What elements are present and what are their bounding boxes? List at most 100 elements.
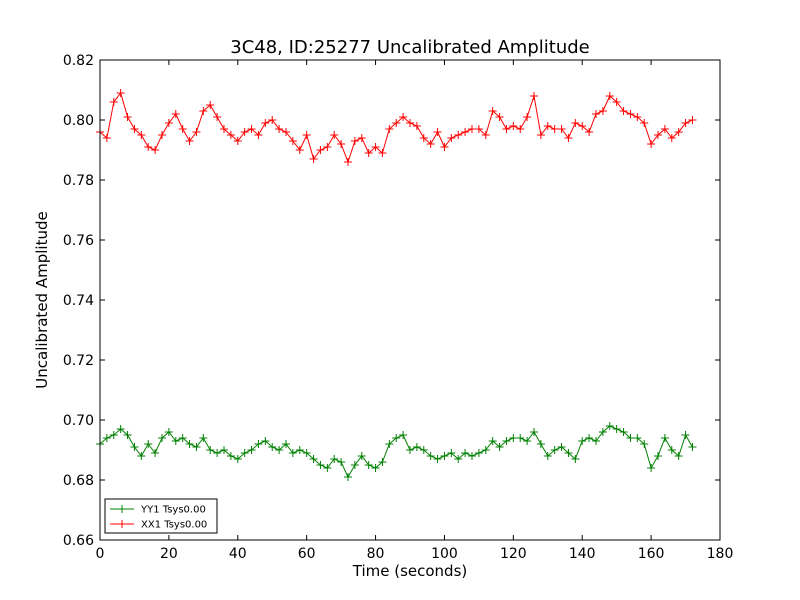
x-tick-label: 0	[96, 546, 105, 562]
data-point-xx1	[213, 113, 222, 121]
data-point-yy1	[130, 443, 139, 451]
data-point-yy1	[543, 452, 552, 460]
data-point-yy1	[261, 437, 270, 445]
y-tick-label: 0.80	[63, 113, 94, 129]
y-tick-label: 0.66	[63, 533, 94, 549]
data-point-yy1	[123, 431, 132, 439]
data-point-xx1	[633, 113, 642, 121]
data-point-yy1	[151, 449, 160, 457]
data-point-yy1	[185, 440, 194, 448]
data-point-yy1	[598, 428, 607, 436]
data-point-xx1	[461, 128, 470, 136]
data-point-xx1	[102, 134, 111, 142]
data-point-xx1	[206, 101, 215, 109]
data-point-yy1	[419, 446, 428, 454]
x-tick-label: 160	[638, 546, 665, 562]
data-point-xx1	[674, 128, 683, 136]
data-point-yy1	[433, 455, 442, 463]
data-point-xx1	[399, 113, 408, 121]
data-point-xx1	[612, 98, 621, 106]
x-tick-label: 20	[160, 546, 178, 562]
data-point-yy1	[364, 461, 373, 469]
data-point-yy1	[357, 452, 366, 460]
data-point-xx1	[123, 113, 132, 121]
data-point-xx1	[344, 158, 352, 166]
data-point-xx1	[226, 131, 235, 139]
data-point-xx1	[578, 122, 587, 130]
y-tick-label: 0.76	[63, 233, 94, 249]
data-point-xx1	[654, 131, 662, 139]
data-point-yy1	[406, 446, 414, 454]
data-point-xx1	[688, 116, 697, 124]
data-point-yy1	[102, 434, 111, 442]
data-point-yy1	[282, 440, 290, 448]
data-point-yy1	[509, 434, 518, 442]
chart-title: 3C48, ID:25277 Uncalibrated Amplitude	[230, 37, 589, 58]
data-point-xx1	[151, 146, 160, 154]
data-point-yy1	[688, 443, 697, 451]
x-tick-label: 80	[367, 546, 385, 562]
data-point-yy1	[440, 452, 449, 460]
data-point-xx1	[116, 89, 125, 97]
data-point-xx1	[564, 134, 573, 142]
data-point-yy1	[557, 443, 566, 451]
data-point-yy1	[640, 440, 649, 448]
legend-box	[104, 498, 218, 534]
data-point-yy1	[164, 428, 173, 436]
data-point-yy1	[275, 446, 284, 454]
data-point-xx1	[378, 149, 387, 157]
legend-label-yy1: YY1 Tsys0.00	[140, 505, 206, 516]
data-point-yy1	[288, 449, 297, 457]
data-point-yy1	[295, 446, 304, 454]
data-point-yy1	[592, 437, 600, 445]
series-yy1	[96, 422, 697, 481]
data-point-yy1	[206, 446, 215, 454]
data-point-xx1	[488, 107, 497, 115]
data-point-xx1	[536, 131, 545, 139]
data-point-xx1	[282, 128, 290, 136]
data-point-yy1	[171, 437, 180, 445]
data-point-xx1	[412, 122, 421, 130]
legend-marker-xx1	[118, 520, 126, 528]
data-point-yy1	[254, 440, 263, 448]
data-point-yy1	[681, 431, 690, 439]
data-point-yy1	[495, 443, 504, 451]
data-point-xx1	[364, 149, 373, 157]
data-point-xx1	[254, 131, 263, 139]
data-point-xx1	[557, 125, 566, 133]
data-point-xx1	[585, 128, 594, 136]
data-point-yy1	[220, 446, 228, 454]
data-point-xx1	[495, 113, 504, 121]
legend-marker-yy1	[118, 505, 126, 513]
data-point-yy1	[199, 434, 208, 442]
data-point-yy1	[516, 434, 525, 442]
data-point-yy1	[233, 455, 242, 463]
data-point-yy1	[674, 452, 683, 460]
data-point-xx1	[275, 125, 284, 133]
data-point-xx1	[357, 134, 366, 142]
data-point-yy1	[488, 437, 497, 445]
data-point-yy1	[536, 440, 545, 448]
data-point-yy1	[309, 455, 318, 463]
data-point-xx1	[660, 125, 669, 133]
data-point-yy1	[447, 449, 456, 457]
data-point-yy1	[454, 455, 463, 463]
data-point-xx1	[268, 116, 277, 124]
data-point-yy1	[523, 437, 532, 445]
data-point-yy1	[502, 437, 511, 445]
data-point-yy1	[461, 449, 470, 457]
data-point-yy1	[647, 464, 656, 472]
data-point-xx1	[509, 122, 518, 130]
data-point-xx1	[419, 134, 428, 142]
data-point-xx1	[240, 128, 249, 136]
data-point-yy1	[109, 431, 118, 439]
series-layer	[96, 89, 697, 481]
data-point-yy1	[426, 452, 435, 460]
data-point-xx1	[598, 107, 607, 115]
data-point-yy1	[626, 434, 635, 442]
data-point-yy1	[399, 431, 408, 439]
data-point-xx1	[233, 137, 242, 145]
data-point-xx1	[158, 131, 166, 139]
data-point-xx1	[337, 140, 346, 148]
